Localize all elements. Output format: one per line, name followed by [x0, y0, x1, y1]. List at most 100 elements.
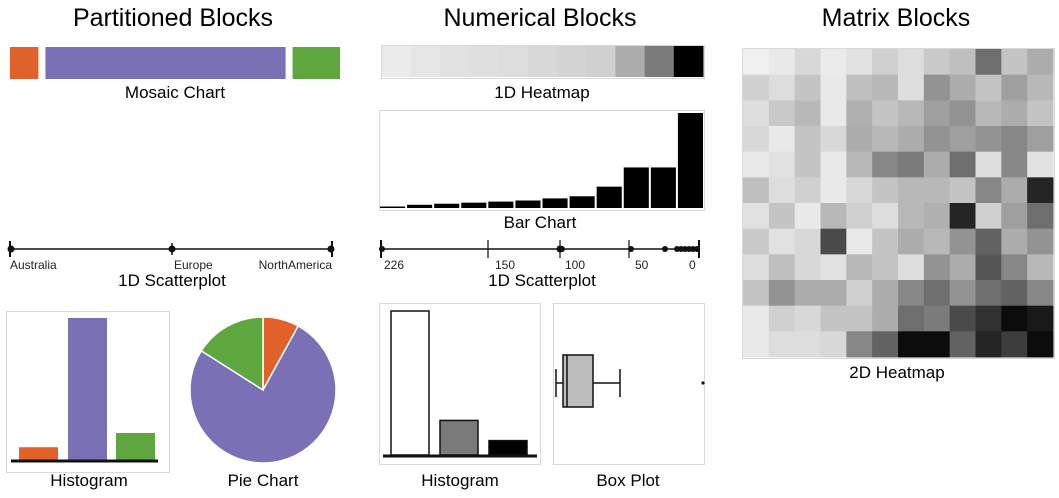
heatmap-1d-cell	[557, 46, 587, 77]
heatmap-2d-cell	[743, 151, 770, 178]
heatmap-2d-cell	[1001, 100, 1028, 127]
heatmap-2d-cell	[820, 254, 847, 281]
pie-chart-caption: Pie Chart	[227, 471, 299, 490]
point	[628, 246, 634, 252]
heatmap-2d-cell	[872, 126, 899, 153]
heatmap-2d-cell	[975, 126, 1002, 153]
heatmap-2d-cell	[768, 305, 796, 332]
heatmap-2d-cell	[1027, 228, 1054, 255]
heatmap-1d-cell	[644, 46, 675, 77]
heatmap-2d-cell	[1027, 280, 1054, 307]
heatmap-2d-cell	[768, 331, 796, 358]
heatmap-2d-cell	[898, 126, 925, 153]
heatmap-1d-cell	[615, 46, 646, 77]
bar-chart-caption: Bar Chart	[503, 213, 577, 232]
heatmap-2d-cell	[898, 203, 925, 230]
heatmap-2d-cell	[846, 126, 873, 153]
heatmap-2d-cell	[975, 203, 1002, 230]
box-plot-frame	[553, 303, 705, 465]
heatmap-2d-cell	[820, 151, 847, 178]
heatmap-2d-cell	[1001, 151, 1028, 178]
numerical-blocks-title: Numerical Blocks	[443, 4, 637, 32]
heatmap-2d-cell	[743, 203, 770, 230]
heatmap-2d-cell	[794, 331, 821, 358]
heatmap-1d-cell	[382, 46, 412, 77]
heatmap-2d-cell	[846, 254, 873, 281]
heatmap-2d-cell	[743, 74, 770, 101]
label-north-america: NorthAmerica	[259, 258, 333, 272]
heatmap-2d-cell	[898, 49, 925, 76]
heatmap-2d-cell	[872, 254, 899, 281]
bar	[596, 186, 622, 208]
heatmap-2d-cell	[1001, 126, 1028, 153]
heatmap-2d-cell	[768, 151, 796, 178]
pie-slice	[200, 316, 264, 392]
heatmap-2d-cell	[794, 126, 821, 153]
heatmap-2d-cell	[820, 331, 847, 358]
heatmap-2d-cell	[975, 254, 1002, 281]
heatmap-2d-cell	[923, 254, 951, 281]
heatmap-2d-frame	[742, 48, 1055, 359]
mosaic-segment	[292, 47, 340, 79]
heatmap-2d-cell	[794, 228, 821, 255]
heatmap-2d-cell	[872, 280, 899, 307]
heatmap-2d-cell	[820, 177, 847, 204]
heatmap-2d-cell	[923, 151, 951, 178]
pie-slice	[189, 325, 337, 464]
bar	[461, 202, 487, 208]
heatmap-2d-cell	[949, 280, 976, 307]
heatmap-2d-cell	[872, 100, 899, 127]
heatmap-2d-cell	[923, 228, 951, 255]
tick-label-0: 0	[689, 258, 696, 272]
heatmap-2d-cell	[1001, 280, 1028, 307]
heatmap-2d-cell	[872, 49, 899, 76]
tick-label-150: 150	[495, 258, 515, 272]
bar	[623, 167, 649, 208]
heatmap-2d-cell	[872, 331, 899, 358]
heatmap-2d-cell	[820, 305, 847, 332]
heatmap-2d-cell	[872, 177, 899, 204]
heatmap-1d-cell	[498, 46, 529, 77]
heatmap-2d-cell	[846, 177, 873, 204]
numeric-scatter-caption: 1D Scatterplot	[488, 271, 596, 290]
heatmap-2d-cell	[846, 305, 873, 332]
heatmap-2d-cell	[923, 331, 951, 358]
heatmap-2d-cell	[898, 254, 925, 281]
categorical-scatter-caption: 1D Scatterplot	[118, 271, 226, 290]
heatmap-2d-cell	[820, 100, 847, 127]
heatmap-2d-cell	[975, 280, 1002, 307]
heatmap-1d-cell	[586, 46, 616, 77]
heatmap-2d-cell	[923, 49, 951, 76]
heatmap-2d-caption: 2D Heatmap	[849, 363, 945, 382]
heatmap-2d-cell	[1001, 305, 1028, 332]
heatmap-2d-cell	[1027, 74, 1054, 101]
bar	[488, 201, 514, 208]
heatmap-1d-cell	[469, 46, 500, 77]
heatmap-2d-cell	[898, 151, 925, 178]
heatmap-2d-cell	[872, 74, 899, 101]
heatmap-2d-cell	[872, 203, 899, 230]
heatmap-2d-cell	[898, 74, 925, 101]
categorical-histogram	[11, 318, 158, 463]
heatmap-2d-cell	[1027, 100, 1054, 127]
heatmap-2d-cell	[949, 254, 976, 281]
heatmap-2d-cell	[743, 177, 770, 204]
numeric-histogram-caption: Histogram	[421, 471, 499, 490]
mosaic-segment	[10, 47, 39, 79]
heatmap-2d-cell	[949, 49, 976, 76]
heatmap-2d-cell	[1001, 228, 1028, 255]
heatmap-2d-cell	[949, 126, 976, 153]
heatmap-2d-cell	[820, 203, 847, 230]
categorical-histogram-caption: Histogram	[50, 471, 128, 490]
heatmap-2d-cell	[794, 254, 821, 281]
point-australia	[7, 245, 15, 253]
heatmap-2d-cell	[768, 203, 796, 230]
numeric-scatter-points	[379, 245, 700, 253]
heatmap-2d-cell	[794, 49, 821, 76]
heatmap-2d-cell	[743, 228, 770, 255]
histogram-bar	[68, 318, 107, 460]
numeric-histogram-frame	[379, 303, 541, 465]
heatmap-2d-cell	[923, 280, 951, 307]
bar-chart	[380, 113, 703, 208]
bar	[569, 196, 595, 208]
